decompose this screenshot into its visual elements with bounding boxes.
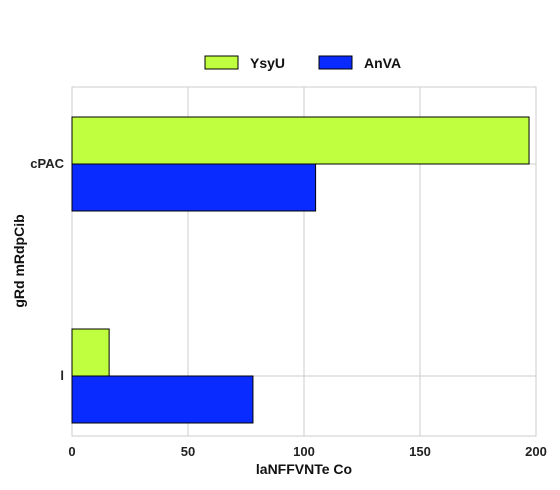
axis-ticks: 0 50 100 150 200 cPAC l [30, 156, 547, 459]
y-axis-title: gRd mRdpCib [11, 214, 27, 307]
bar-1-2 [71, 328, 110, 377]
bar-2-1 [71, 163, 317, 212]
legend-swatch-series-1 [204, 55, 239, 70]
x-tick-label-2: 100 [293, 444, 315, 459]
legend-swatch-series-2 [318, 55, 353, 70]
y-tick-label-1: cPAC [30, 156, 64, 171]
legend: YsyU AnVA [204, 55, 401, 71]
bar-2-2 [71, 375, 254, 424]
x-tick-label-3: 150 [409, 444, 431, 459]
y-tick-label-2: l [60, 368, 64, 383]
x-tick-label-0: 0 [68, 444, 75, 459]
legend-label-series-2: AnVA [364, 55, 401, 71]
bars [71, 116, 530, 424]
x-tick-label-4: 200 [525, 444, 547, 459]
bar-1-1 [71, 116, 530, 165]
x-tick-label-1: 50 [181, 444, 195, 459]
x-axis-title: laNFFVNTe Co [256, 461, 352, 477]
legend-label-series-1: YsyU [250, 55, 285, 71]
